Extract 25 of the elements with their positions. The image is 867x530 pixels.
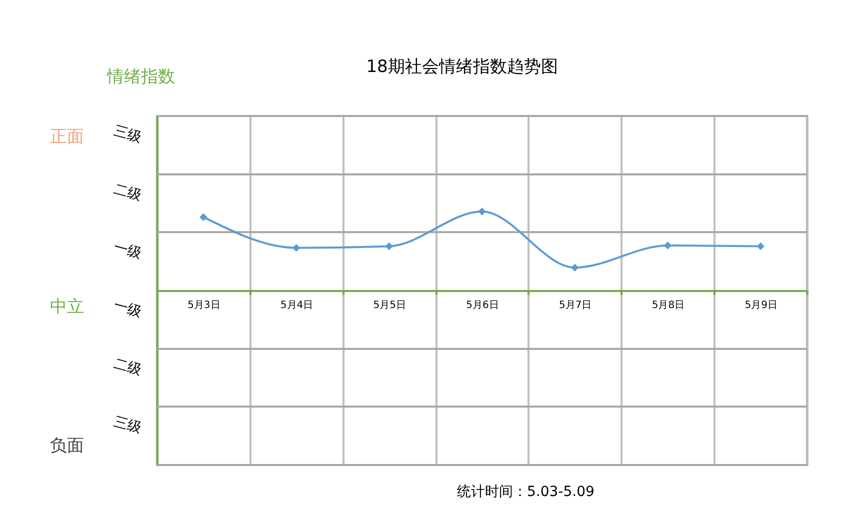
- point: [200, 213, 208, 221]
- chart-title: 18期社会情绪指数趋势图: [366, 57, 558, 77]
- text: 统计时间：5.03-5.09: [457, 484, 594, 500]
- x-tick-label: 5月8日: [652, 300, 685, 311]
- point: [385, 242, 394, 250]
- x-tick-label: 5月9日: [744, 300, 778, 311]
- text: 一级: [112, 298, 144, 320]
- text: 三级: [112, 123, 144, 146]
- point: [756, 242, 764, 250]
- text: 正面: [50, 127, 84, 147]
- x-tick-label: 5月6日: [466, 300, 499, 311]
- text: 一级: [112, 239, 144, 262]
- text: 二级: [112, 181, 144, 204]
- text: 情绪指数: [106, 67, 175, 87]
- text: 中立: [50, 297, 84, 317]
- x-tick-label: 5月7日: [558, 300, 592, 311]
- point: [478, 208, 486, 216]
- text: 三级: [112, 414, 144, 437]
- text: 二级: [112, 356, 144, 378]
- x-tick-label: 5月3日: [188, 300, 220, 311]
- point: [570, 264, 579, 272]
- point: [292, 244, 300, 252]
- text: 负面: [50, 436, 84, 456]
- x-tick-label: 5月4日: [280, 300, 314, 311]
- x-tick-label: 5月5日: [373, 300, 406, 311]
